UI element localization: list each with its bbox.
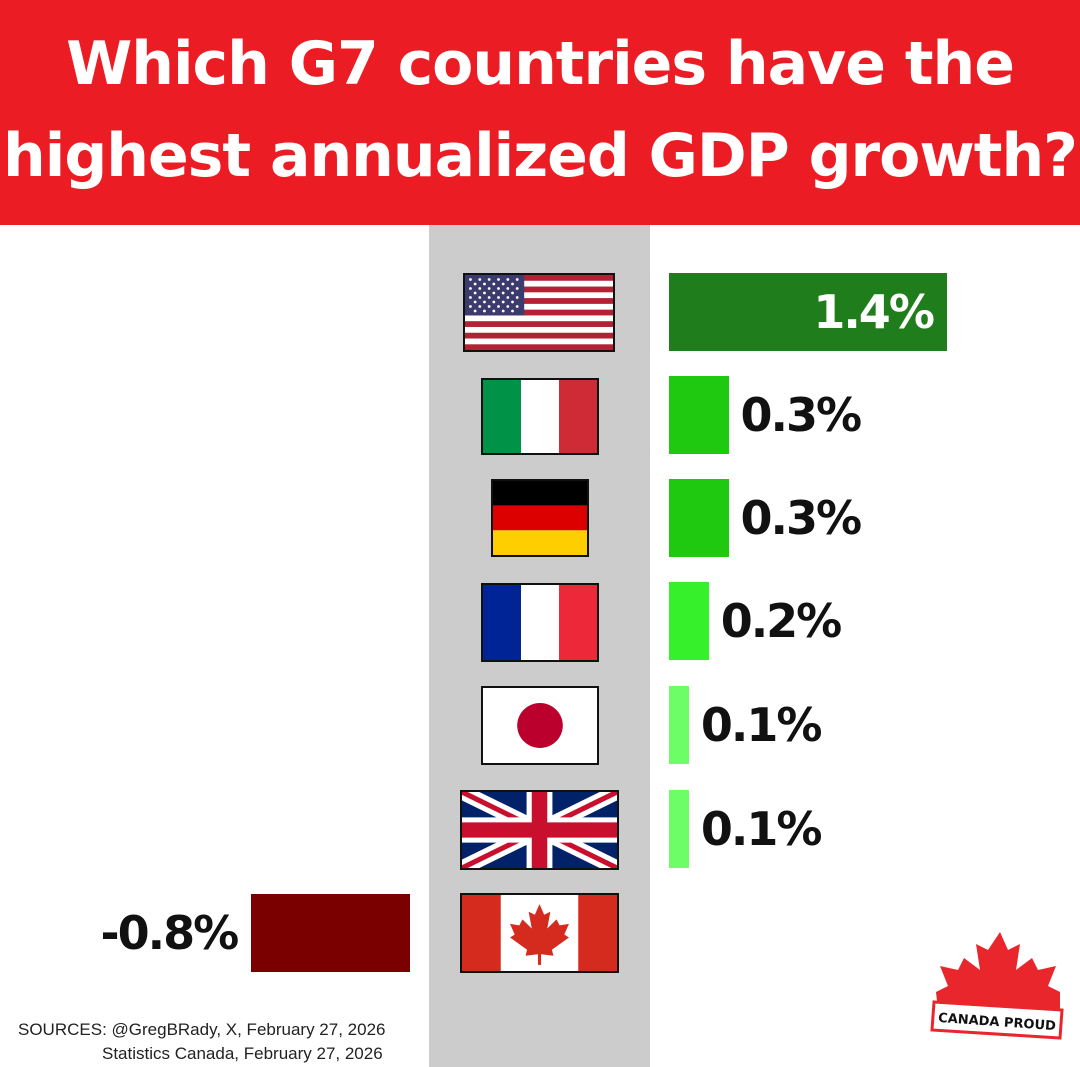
chart-title: Which G7 countries have the highest annu… [3,29,1078,191]
germany-flag-icon [491,479,589,557]
value-label-germany: 0.3% [740,491,863,545]
france-flag-icon [481,583,599,662]
value-label-canada: -0.8% [100,906,240,960]
source-line-1: SOURCES: @GregBRady, X, February 27, 202… [18,1020,386,1039]
value-label-italy: 0.3% [740,388,863,442]
bar-italy [669,376,729,454]
bar-germany [669,479,729,557]
bar-japan [669,686,689,764]
value-label-united-kingdom: 0.1% [700,802,823,856]
italy-flag-icon [481,378,599,455]
bar-united-kingdom [669,790,689,868]
value-label-japan: 0.1% [700,698,823,752]
japan-flag-icon [481,686,599,765]
value-label-united-states: 1.4% [813,285,935,339]
value-label-france: 0.2% [720,594,843,648]
uk-flag-icon [460,790,619,870]
bar-france [669,582,709,660]
sources-note: SOURCES: @GregBRady, X, February 27, 202… [18,1018,385,1066]
us-flag-icon [463,273,615,352]
canada-flag-icon [460,893,619,973]
source-line-2: Statistics Canada, February 27, 2026 [102,1044,383,1063]
title-banner: Which G7 countries have the highest annu… [0,0,1080,225]
bar-canada [251,894,410,972]
bar-united-states [669,273,947,351]
canada-proud-logo: CANADA PROUD [928,930,1068,1045]
